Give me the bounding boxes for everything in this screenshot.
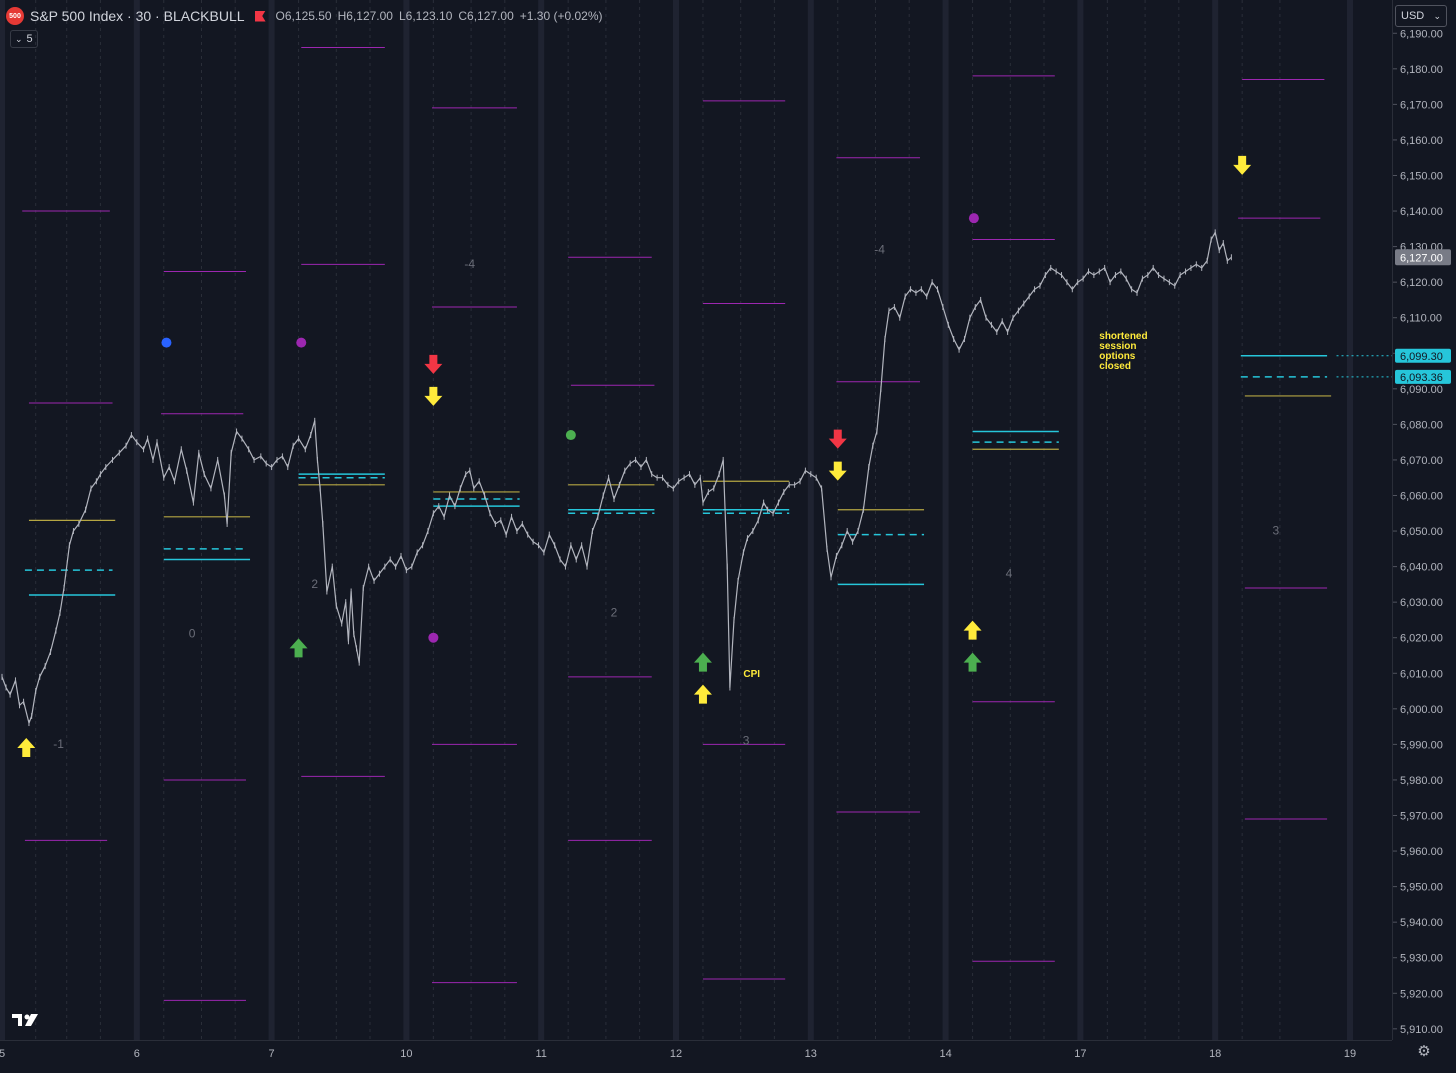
y-axis-tick-label: 6,190.00 [1400, 28, 1443, 40]
y-axis-tick-label: 6,170.00 [1400, 99, 1443, 111]
x-axis-tick-label: 12 [670, 1048, 682, 1060]
x-axis-tick-label: 7 [269, 1048, 275, 1060]
green-signal-dot [565, 430, 576, 441]
currency-selector[interactable]: USD ⌄ [1395, 5, 1447, 27]
annotation-text: options [1099, 351, 1136, 362]
green-arrow-up-icon [963, 652, 982, 672]
y-axis-tick-label: 6,070.00 [1400, 455, 1443, 467]
yellow-arrow-up-icon [963, 620, 982, 640]
gear-icon[interactable]: ⚙ [1417, 1043, 1431, 1060]
ohlc-high: H6,127.00 [337, 9, 393, 23]
y-axis-tick-label: 6,000.00 [1400, 704, 1443, 716]
yellow-arrow-down-icon [828, 461, 847, 481]
y-axis-tick-label: 6,050.00 [1400, 526, 1443, 538]
price-chart[interactable]: -1 0 2 -4 2 3 -4 4 3 CPI shortenedsessionoptionscl… [0, 0, 1392, 1040]
y-axis-tick-label: 6,110.00 [1400, 313, 1442, 325]
price-series-line [1, 231, 1232, 724]
y-axis-tick-label: 6,020.00 [1400, 633, 1443, 645]
y-axis-tick-label: 6,060.00 [1400, 490, 1443, 502]
y-axis-tick-label: 5,960.00 [1400, 846, 1443, 858]
day-score-label: -4 [464, 257, 475, 271]
day-score-label: 3 [743, 733, 750, 747]
x-axis-tick-label: 14 [939, 1048, 951, 1060]
annotation-text: session [1099, 341, 1136, 352]
y-axis-tick-label: 6,040.00 [1400, 562, 1443, 574]
ohlc-close: C6,127.00 [458, 9, 514, 23]
symbol-icon: 500 [6, 7, 24, 25]
y-axis-tick-label: 6,140.00 [1400, 206, 1443, 218]
y-axis-tick-label: 6,180.00 [1400, 64, 1443, 76]
currency-label: USD [1401, 10, 1425, 22]
y-axis-tick-label: 6,030.00 [1400, 597, 1443, 609]
annotation-text: shortened [1099, 331, 1147, 342]
chevron-down-icon: ⌄ [15, 33, 23, 44]
blue-signal-dot [161, 337, 172, 348]
yellow-arrow-down-icon [1233, 155, 1252, 175]
last-price-label: 6,127.00 [1400, 252, 1443, 264]
indicators-toggle-button[interactable]: ⌄ 5 [10, 30, 38, 48]
day-score-label: 0 [189, 627, 196, 641]
y-axis-tick-label: 6,160.00 [1400, 135, 1443, 147]
x-axis-tick-label: 17 [1074, 1048, 1086, 1060]
y-axis-tick-label: 6,090.00 [1400, 384, 1443, 396]
ohlc-open: O6,125.50 [275, 9, 332, 23]
x-axis-tick-label: 11 [535, 1048, 546, 1060]
price-axis[interactable]: 5,910.00 5,920.00 5,930.00 5,940.00 5,950.00… [1392, 0, 1456, 1040]
price-tag-badge [1395, 348, 1451, 363]
x-axis-tick-label: 6 [134, 1048, 140, 1060]
symbol-title[interactable]: S&P 500 Index · 30 · BLACKBULL [30, 8, 245, 24]
price-tag-label: 6,093.36 [1400, 372, 1443, 384]
day-score-label: 3 [1273, 524, 1280, 538]
red-arrow-down-icon [828, 429, 847, 449]
symbol-legend[interactable]: 500 S&P 500 Index · 30 · BLACKBULL O6,12… [6, 6, 603, 26]
day-score-label: 2 [611, 605, 618, 619]
price-chart-plot[interactable]: -1 0 2 -4 2 3 -4 4 3 CPI shortened session options cl… [0, 0, 1392, 1040]
x-axis-tick-label: 10 [400, 1048, 412, 1060]
y-axis-tick-label: 6,150.00 [1400, 170, 1443, 182]
day-score-label: 4 [1006, 566, 1013, 580]
y-axis-tick-label: 5,930.00 [1400, 953, 1443, 965]
time-axis[interactable]: 5 6 7 10 11 12 13 14 17 18 19 [0, 1040, 1392, 1068]
x-axis-tick-label: 18 [1209, 1048, 1221, 1060]
red-arrow-down-icon [424, 354, 443, 374]
y-axis-tick-label: 5,980.00 [1400, 775, 1443, 787]
y-axis-tick-label: 5,920.00 [1400, 988, 1443, 1000]
ohlc-low: L6,123.10 [398, 9, 453, 23]
y-axis-tick-label: 5,990.00 [1400, 739, 1443, 751]
yellow-arrow-up-icon [17, 737, 36, 757]
green-arrow-up-icon [289, 638, 308, 658]
y-axis-tick-label: 5,910.00 [1400, 1024, 1443, 1036]
x-axis-tick-label: 19 [1344, 1048, 1356, 1060]
y-axis-tick-label: 5,970.00 [1400, 810, 1443, 822]
day-score-label: 2 [311, 577, 318, 591]
last-price-badge [1395, 249, 1451, 266]
tradingview-logo-icon [12, 1014, 38, 1026]
purple-signal-dot [296, 337, 307, 348]
y-axis-tick-label: 5,950.00 [1400, 882, 1443, 894]
yellow-arrow-down-icon [424, 386, 443, 406]
indicator-count: 5 [26, 33, 33, 45]
price-tag-label: 6,099.30 [1400, 351, 1443, 363]
purple-signal-dot [428, 632, 439, 643]
y-axis-tick-label: 6,080.00 [1400, 419, 1443, 431]
y-axis-tick-label: 5,940.00 [1400, 917, 1443, 929]
day-score-label: -4 [874, 243, 885, 257]
green-arrow-up-icon [693, 652, 712, 672]
price-tag-badge [1395, 369, 1451, 384]
y-axis-tick-label: 6,010.00 [1400, 668, 1443, 680]
yellow-arrow-up-icon [693, 684, 712, 704]
x-axis-tick-label: 5 [0, 1048, 5, 1060]
day-score-label: -1 [53, 737, 64, 751]
annotation-text: CPI [743, 669, 760, 680]
price-axis-scale: 5,910.00 5,920.00 5,930.00 5,940.00 5,950.00… [1393, 28, 1451, 1036]
time-axis-scale: 5 6 7 10 11 12 13 14 17 18 19 [0, 1048, 1356, 1060]
flag-icon[interactable] [254, 10, 266, 22]
y-axis-tick-label: 6,120.00 [1400, 277, 1443, 289]
purple-signal-dot [968, 213, 979, 224]
x-axis-tick-label: 13 [805, 1048, 817, 1060]
annotation-text: closed [1099, 361, 1131, 372]
chevron-down-icon: ⌄ [1433, 10, 1441, 21]
ohlc-change: +1.30 (+0.02%) [519, 9, 603, 23]
